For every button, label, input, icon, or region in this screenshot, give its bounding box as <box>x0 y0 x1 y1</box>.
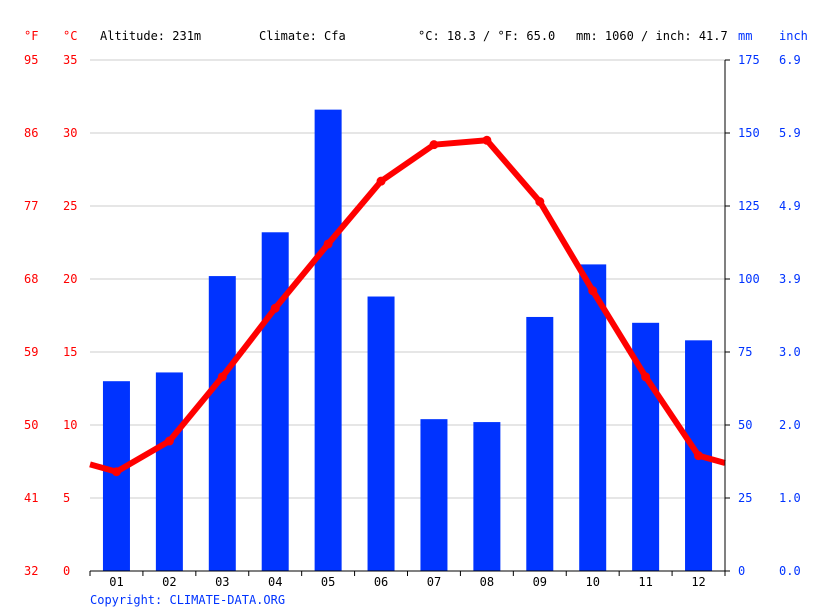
average-temperature-label: °C: 18.3 / °F: 65.0 <box>418 29 555 43</box>
precipitation-bars <box>102 109 713 571</box>
mm-tick-label: 25 <box>738 491 752 505</box>
celsius-tick-label: 10 <box>63 418 77 432</box>
precipitation-bar <box>579 264 607 571</box>
gridlines <box>90 59 725 499</box>
precipitation-total-label: mm: 1060 / inch: 41.7 <box>576 29 728 43</box>
precipitation-bar <box>261 232 289 571</box>
inch-unit-label: inch <box>779 29 808 43</box>
fahrenheit-tick-label: 86 <box>24 126 38 140</box>
mm-tick-label: 50 <box>738 418 752 432</box>
axes <box>89 59 730 576</box>
month-tick-label: 02 <box>162 575 176 589</box>
temperature-line <box>89 135 726 477</box>
celsius-tick-label: 30 <box>63 126 77 140</box>
month-tick-label: 12 <box>691 575 705 589</box>
temperature-point <box>429 140 439 150</box>
fahrenheit-tick-label: 50 <box>24 418 38 432</box>
celsius-tick-label: 25 <box>63 199 77 213</box>
month-tick-label: 08 <box>480 575 494 589</box>
fahrenheit-tick-label: 41 <box>24 491 38 505</box>
altitude-label: Altitude: 231m <box>100 29 201 43</box>
fahrenheit-tick-label: 95 <box>24 53 38 67</box>
climate-label: Climate: Cfa <box>259 29 346 43</box>
inch-tick-label: 2.0 <box>779 418 801 432</box>
month-tick-label: 01 <box>109 575 123 589</box>
temperature-point <box>323 239 333 249</box>
precipitation-bar <box>420 419 448 571</box>
fahrenheit-unit-label: °F <box>24 29 38 43</box>
precipitation-bar <box>208 276 236 571</box>
temperature-point <box>588 286 598 296</box>
temperature-point <box>641 372 651 382</box>
temperature-point <box>694 451 704 461</box>
precipitation-bar <box>155 372 183 571</box>
temperature-point <box>535 197 545 207</box>
month-tick-label: 04 <box>268 575 282 589</box>
temperature-point <box>164 436 174 446</box>
temperature-point <box>270 303 280 313</box>
month-tick-label: 11 <box>638 575 652 589</box>
celsius-tick-label: 20 <box>63 272 77 286</box>
inch-tick-label: 5.9 <box>779 126 801 140</box>
month-tick-label: 09 <box>533 575 547 589</box>
temperature-point <box>376 176 386 186</box>
temperature-point <box>111 467 121 477</box>
mm-tick-label: 125 <box>738 199 760 213</box>
celsius-unit-label: °C <box>63 29 77 43</box>
mm-tick-label: 75 <box>738 345 752 359</box>
inch-tick-label: 4.9 <box>779 199 801 213</box>
inch-tick-label: 3.0 <box>779 345 801 359</box>
temperature-point <box>217 372 227 382</box>
celsius-tick-label: 15 <box>63 345 77 359</box>
fahrenheit-tick-label: 59 <box>24 345 38 359</box>
mm-tick-label: 175 <box>738 53 760 67</box>
inch-tick-label: 6.9 <box>779 53 801 67</box>
inch-tick-label: 1.0 <box>779 491 801 505</box>
month-tick-label: 06 <box>374 575 388 589</box>
celsius-tick-label: 5 <box>63 491 70 505</box>
celsius-tick-label: 35 <box>63 53 77 67</box>
mm-tick-label: 100 <box>738 272 760 286</box>
precipitation-bar <box>473 422 501 571</box>
celsius-tick-label: 0 <box>63 564 70 578</box>
mm-tick-label: 150 <box>738 126 760 140</box>
precipitation-bar <box>314 109 342 571</box>
inch-tick-label: 3.9 <box>779 272 801 286</box>
temperature-series-line <box>89 137 726 475</box>
month-tick-label: 10 <box>585 575 599 589</box>
fahrenheit-tick-label: 32 <box>24 564 38 578</box>
tick-labels: 32 0 0 0.041 5 25 1.050 10 50 2.059 15 75 3.068 20 100… <box>24 53 801 589</box>
precipitation-bar <box>526 316 554 571</box>
copyright-link[interactable]: Copyright: CLIMATE-DATA.ORG <box>90 593 285 607</box>
fahrenheit-tick-label: 68 <box>24 272 38 286</box>
mm-unit-label: mm <box>738 29 752 43</box>
month-tick-label: 07 <box>427 575 441 589</box>
month-tick-label: 05 <box>321 575 335 589</box>
temperature-point <box>482 135 492 145</box>
month-tick-label: 03 <box>215 575 229 589</box>
fahrenheit-tick-label: 77 <box>24 199 38 213</box>
mm-tick-label: 0 <box>738 564 745 578</box>
inch-tick-label: 0.0 <box>779 564 801 578</box>
precipitation-bar <box>367 296 395 571</box>
